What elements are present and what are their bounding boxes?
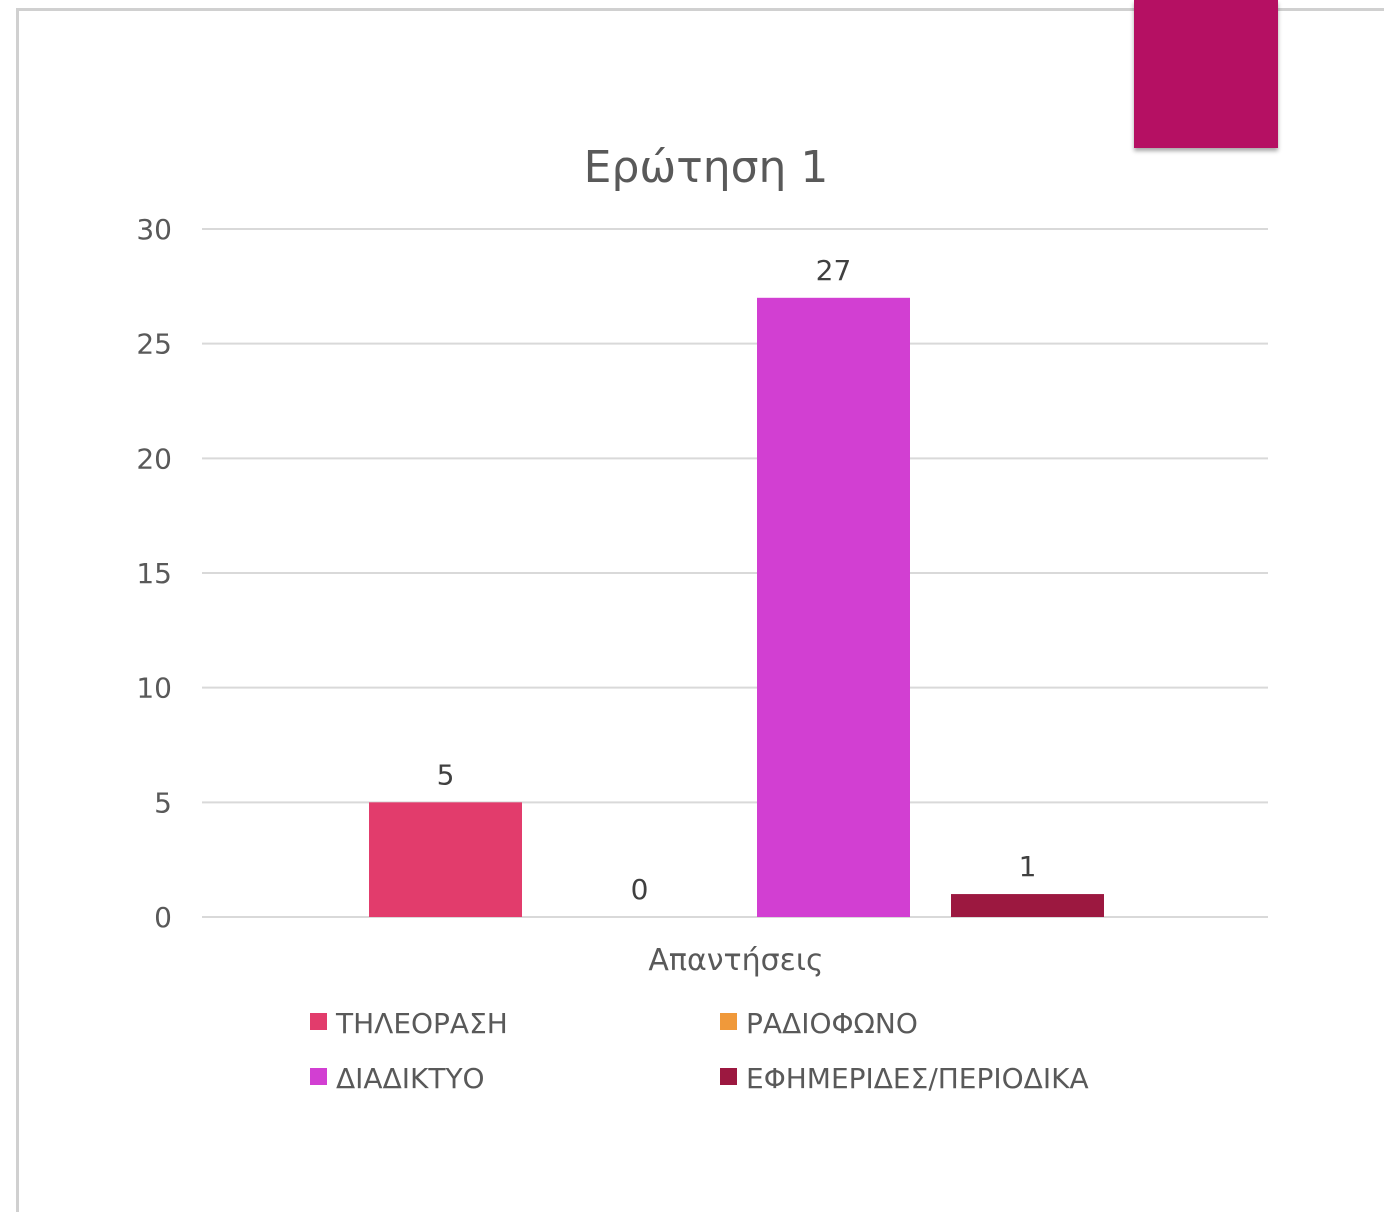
legend-swatch [720, 1068, 737, 1085]
legend: ΤΗΛΕΟΡΑΣΗ ΡΑΔΙΟΦΩΝΟ ΔΙΑΔΙΚΤΥΟ ΕΦΗΜΕΡΙΔΕΣ/ΠΕ… [310, 1007, 1089, 1095]
y-tick-label: 5 [154, 786, 172, 819]
data-label: 0 [631, 873, 649, 906]
accent-rectangle [1134, 0, 1278, 148]
y-tick-label: 15 [136, 557, 172, 590]
slide-border-left [16, 8, 19, 1212]
grid-lines [202, 228, 1268, 918]
data-labels: 5 0 27 1 [437, 254, 1037, 906]
y-tick-label: 30 [136, 213, 172, 246]
legend-swatch [310, 1013, 327, 1030]
legend-label: ΔΙΑΔΙΚΤΥΟ [336, 1062, 485, 1095]
legend-label: ΤΗΛΕΟΡΑΣΗ [335, 1007, 508, 1040]
y-tick-label: 25 [136, 328, 172, 361]
category-label: Απαντήσεις [648, 943, 823, 978]
y-axis-ticks: 0 5 10 15 20 25 30 [136, 213, 172, 934]
legend-label: ΕΦΗΜΕΡΙΔΕΣ/ΠΕΡΙΟΔΙΚΑ [746, 1062, 1089, 1095]
bars [369, 297, 1104, 917]
data-label: 5 [437, 758, 455, 791]
y-tick-label: 10 [136, 672, 172, 705]
data-label: 1 [1019, 850, 1037, 883]
bar [369, 802, 522, 917]
slide-border-top [16, 8, 1384, 11]
y-tick-label: 20 [136, 442, 172, 475]
legend-label: ΡΑΔΙΟΦΩΝΟ [746, 1007, 918, 1040]
bar [951, 894, 1104, 917]
bar [757, 297, 910, 917]
chart-title: Ερώτηση 1 [584, 142, 829, 193]
legend-swatch [310, 1068, 327, 1085]
data-label: 27 [816, 254, 852, 287]
legend-swatch [720, 1013, 737, 1030]
y-tick-label: 0 [154, 901, 172, 934]
